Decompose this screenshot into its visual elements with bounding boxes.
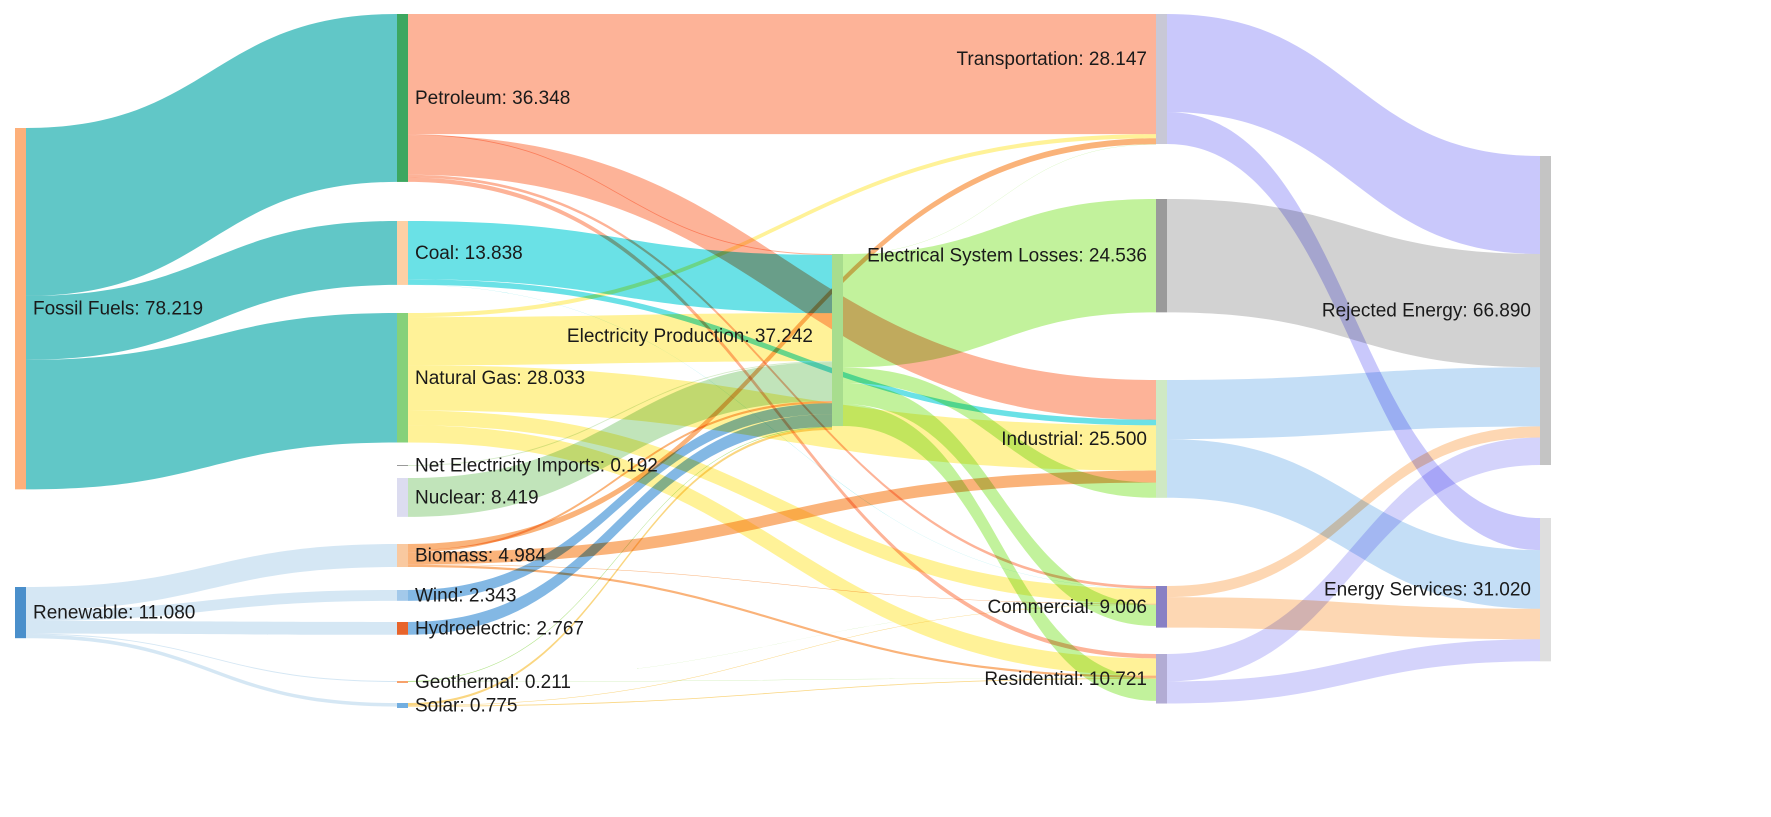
node-transport <box>1156 14 1167 145</box>
node-label-natgas: Natural Gas: 28.033 <box>415 368 585 389</box>
node-hydro <box>397 622 408 635</box>
link-petroleum-to-transport <box>408 14 1156 135</box>
node-label-residential: Residential: 10.721 <box>984 669 1147 690</box>
link-geothermal-to-elecprod <box>408 426 832 682</box>
link-biomass-to-commercial <box>408 564 1156 605</box>
link-solar-to-residential <box>408 678 1156 707</box>
node-label-biomass: Biomass: 4.984 <box>415 546 546 567</box>
link-industrial-to-services <box>1167 439 1540 609</box>
link-elecprod-to-commercial <box>843 382 1156 626</box>
node-nuclear <box>397 478 408 517</box>
node-label-renewable: Renewable: 11.080 <box>33 603 195 624</box>
link-natgas-to-residential <box>408 425 1156 676</box>
link-coal-to-elecprod <box>408 221 832 314</box>
node-label-geothermal: Geothermal: 0.211 <box>415 672 571 693</box>
link-biomass-to-elecprod <box>408 400 832 553</box>
node-petroleum <box>397 14 408 182</box>
link-geothermal-to-residential <box>408 677 1156 682</box>
node-wind <box>397 590 408 601</box>
sankey-nodes <box>15 14 1551 708</box>
node-label-elecprod: Electricity Production: 37.242 <box>567 326 813 347</box>
link-biomass-to-transport <box>408 138 1156 551</box>
link-commercial-to-services <box>1167 597 1540 640</box>
node-label-coal: Coal: 13.838 <box>415 243 523 264</box>
node-label-wind: Wind: 2.343 <box>415 585 516 606</box>
link-fossil-to-coal <box>26 221 397 360</box>
node-label-services: Energy Services: 31.020 <box>1324 580 1531 601</box>
node-elecprod <box>832 254 843 427</box>
node-solar <box>397 703 408 708</box>
link-losses-to-rejected <box>1167 199 1540 368</box>
node-services <box>1540 518 1551 662</box>
node-label-fossil: Fossil Fuels: 78.219 <box>33 299 203 320</box>
node-rejected <box>1540 156 1551 466</box>
sankey-labels: Fossil Fuels: 78.219 Renewable: 11.080 Pet… <box>33 49 1531 716</box>
node-netimports <box>397 465 408 466</box>
sankey-links <box>26 14 1540 707</box>
link-residential-to-rejected <box>1167 437 1540 682</box>
node-label-solar: Solar: 0.775 <box>415 696 517 717</box>
link-renewable-to-wind <box>26 590 397 621</box>
link-commercial-to-rejected <box>1167 426 1540 598</box>
link-transport-to-rejected <box>1167 14 1540 254</box>
link-industrial-to-rejected <box>1167 367 1540 440</box>
node-renewable <box>15 587 26 639</box>
node-commercial <box>1156 586 1167 628</box>
node-label-commercial: Commercial: 9.006 <box>988 597 1147 618</box>
link-renewable-to-solar <box>26 634 397 707</box>
node-coal <box>397 221 408 285</box>
link-elecprod-to-residential <box>843 404 1156 701</box>
node-industrial <box>1156 380 1167 498</box>
node-label-losses: Electrical System Losses: 24.536 <box>867 246 1147 267</box>
link-fossil-to-petroleum <box>26 14 397 296</box>
link-biomass-to-residential <box>408 564 1156 678</box>
link-renewable-to-geothermal <box>26 633 397 682</box>
link-solar-to-elecprod <box>408 427 832 706</box>
link-elecprod-to-losses <box>843 199 1156 368</box>
link-netimports-to-elecprod <box>408 361 832 466</box>
link-elecprod-to-transport <box>843 144 1156 255</box>
node-residential <box>1156 654 1167 704</box>
link-renewable-to-hydro <box>26 620 397 635</box>
node-losses <box>1156 199 1167 313</box>
link-geothermal-to-commercial <box>408 604 1156 682</box>
node-label-industrial: Industrial: 25.500 <box>1001 429 1147 450</box>
node-natgas <box>397 313 408 443</box>
link-natgas-to-commercial <box>408 410 1156 604</box>
node-label-transport: Transportation: 28.147 <box>957 49 1147 70</box>
link-fossil-to-natgas <box>26 313 397 490</box>
link-natgas-to-elecprod <box>408 313 832 366</box>
node-fossil <box>15 128 26 490</box>
node-label-hydro: Hydroelectric: 2.767 <box>415 618 584 639</box>
link-wind-to-elecprod <box>408 403 832 601</box>
link-hydro-to-elecprod <box>408 414 832 635</box>
node-label-netimports: Net Electricity Imports: 0.192 <box>415 456 658 477</box>
node-biomass <box>397 544 408 568</box>
link-natgas-to-transport <box>408 134 1156 318</box>
node-label-rejected: Rejected Energy: 66.890 <box>1322 301 1531 322</box>
link-biomass-to-industrial <box>408 470 1156 565</box>
link-renewable-to-biomass <box>26 544 397 611</box>
link-residential-to-services <box>1167 639 1540 704</box>
link-solar-to-commercial <box>408 604 1156 706</box>
node-label-petroleum: Petroleum: 36.348 <box>415 88 570 109</box>
link-elecprod-to-industrial <box>843 367 1156 498</box>
node-label-nuclear: Nuclear: 8.419 <box>415 487 539 508</box>
node-geothermal <box>397 681 408 683</box>
